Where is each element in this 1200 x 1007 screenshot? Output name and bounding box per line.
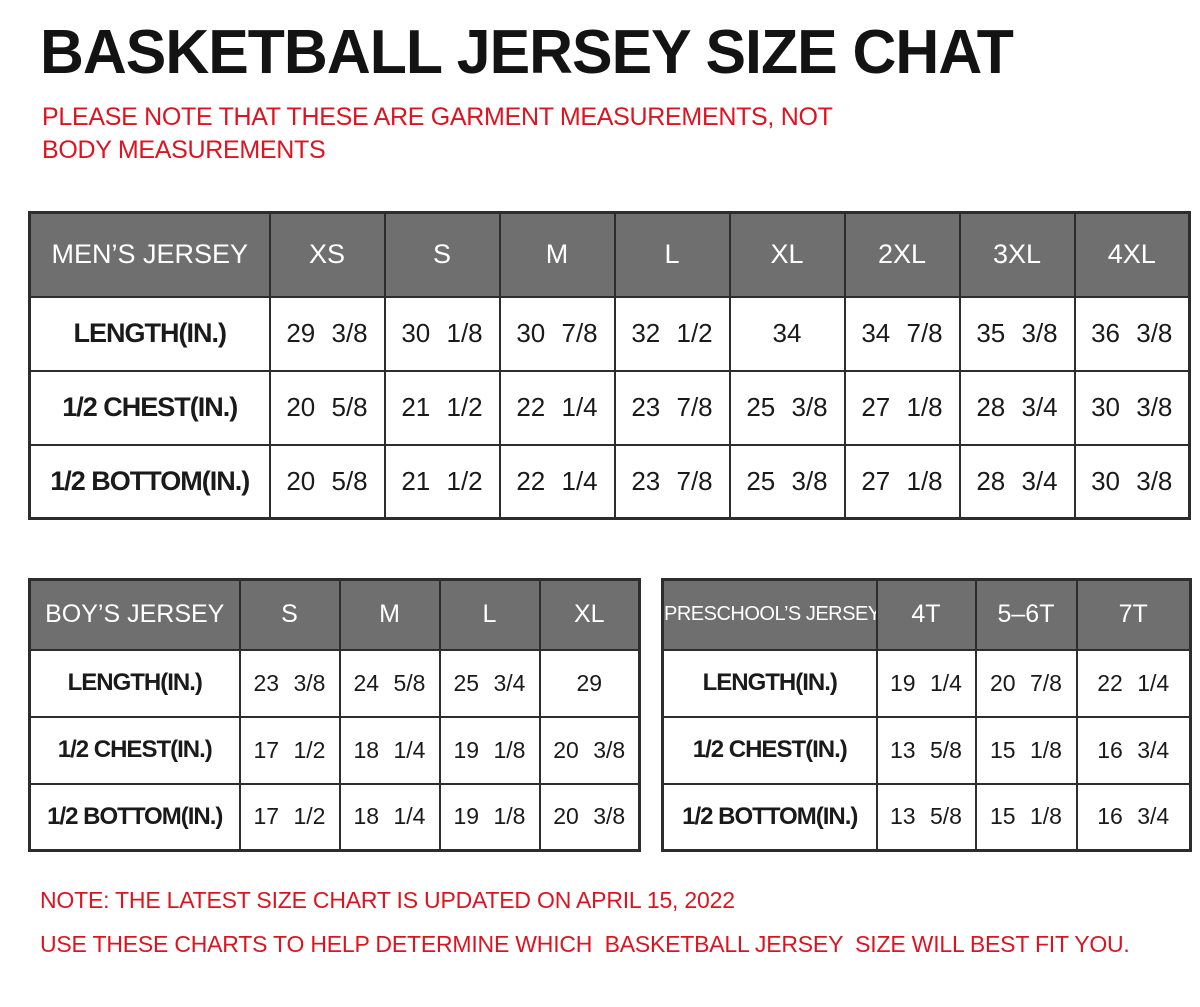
- table-title-cell: BOY’S JERSEY: [28, 578, 241, 651]
- measurement-value-cell: 22 1/4: [498, 443, 616, 520]
- preschool-jersey-table: PRESCHOOL’S JERSEY 4T 5–6T 7T LENGTH(IN.) 19 …: [661, 578, 1192, 852]
- measurement-value-cell: 35 3/8: [958, 295, 1076, 372]
- measurement-value-cell: 32 1/2: [613, 295, 731, 372]
- measurement-value-cell: 28 3/4: [958, 369, 1076, 446]
- size-label-cell: M: [338, 578, 441, 651]
- size-label-cell: L: [613, 211, 731, 298]
- measurement-value-cell: 13 5/8: [875, 715, 977, 785]
- measurement-row: 1/2 BOTTOM(IN.) 17 1/2 18 1/4 19 1/8 20 3/8: [28, 782, 641, 852]
- measurement-value-cell: 34 7/8: [843, 295, 961, 372]
- measurement-value-cell: 15 1/8: [974, 782, 1078, 852]
- size-label-cell: 3XL: [958, 211, 1076, 298]
- size-label-cell: L: [438, 578, 541, 651]
- size-label-cell: S: [238, 578, 341, 651]
- measurement-row: LENGTH(IN.) 23 3/8 24 5/8 25 3/4 29: [28, 648, 641, 718]
- size-label-cell: 4T: [875, 578, 977, 651]
- size-label-cell: 5–6T: [974, 578, 1078, 651]
- measurement-value-cell: 20 3/8: [538, 715, 641, 785]
- row-label-cell: 1/2 BOTTOM(IN.): [28, 782, 241, 852]
- measurement-value-cell: 29 3/8: [268, 295, 386, 372]
- measurement-value-cell: 25 3/8: [728, 443, 846, 520]
- measurement-value-cell: 30 3/8: [1073, 369, 1191, 446]
- measurement-row: 1/2 BOTTOM(IN.) 20 5/8 21 1/2 22 1/4 23 7/8 2…: [28, 443, 1191, 520]
- measurement-value-cell: 27 1/8: [843, 443, 961, 520]
- size-label-cell: 4XL: [1073, 211, 1191, 298]
- size-label-cell: XL: [538, 578, 641, 651]
- measurement-row: LENGTH(IN.) 29 3/8 30 1/8 30 7/8 32 1/2 34 34 …: [28, 295, 1191, 372]
- measurement-value-cell: 20 5/8: [268, 369, 386, 446]
- size-label-cell: 7T: [1075, 578, 1192, 651]
- measurement-value-cell: 28 3/4: [958, 443, 1076, 520]
- table-title-cell: PRESCHOOL’S JERSEY: [661, 578, 878, 651]
- measurement-value-cell: 20 5/8: [268, 443, 386, 520]
- measurement-value-cell: 30 3/8: [1073, 443, 1191, 520]
- measurement-row: 1/2 CHEST(IN.) 17 1/2 18 1/4 19 1/8 20 3/8: [28, 715, 641, 785]
- row-label-cell: LENGTH(IN.): [28, 295, 271, 372]
- size-header-row: BOY’S JERSEY S M L XL: [28, 578, 641, 651]
- measurement-value-cell: 27 1/8: [843, 369, 961, 446]
- measurement-value-cell: 30 7/8: [498, 295, 616, 372]
- measurement-value-cell: 29: [538, 648, 641, 718]
- measurement-value-cell: 19 1/8: [438, 715, 541, 785]
- page-title: BASKETBALL JERSEY SIZE CHAT: [40, 18, 1014, 87]
- measurement-value-cell: 17 1/2: [238, 715, 341, 785]
- child-size-tables-row: BOY’S JERSEY S M L XL LENGTH(IN.) 23 3/8 24 5/8…: [28, 578, 1200, 852]
- measurement-value-cell: 23 7/8: [613, 443, 731, 520]
- measurement-value-cell: 16 3/4: [1075, 782, 1192, 852]
- measurement-value-cell: 36 3/8: [1073, 295, 1191, 372]
- measurement-value-cell: 17 1/2: [238, 782, 341, 852]
- size-header-row: PRESCHOOL’S JERSEY 4T 5–6T 7T: [661, 578, 1192, 651]
- row-label-cell: LENGTH(IN.): [28, 648, 241, 718]
- measurement-row: LENGTH(IN.) 19 1/4 20 7/8 22 1/4: [661, 648, 1192, 718]
- row-label-cell: 1/2 CHEST(IN.): [28, 715, 241, 785]
- measurement-row: 1/2 CHEST(IN.) 13 5/8 15 1/8 16 3/4: [661, 715, 1192, 785]
- row-label-cell: 1/2 CHEST(IN.): [28, 369, 271, 446]
- measurement-value-cell: 18 1/4: [338, 715, 441, 785]
- row-label-cell: LENGTH(IN.): [661, 648, 878, 718]
- measurement-value-cell: 18 1/4: [338, 782, 441, 852]
- measurement-row: 1/2 BOTTOM(IN.) 13 5/8 15 1/8 16 3/4: [661, 782, 1192, 852]
- measurement-value-cell: 19 1/8: [438, 782, 541, 852]
- measurement-value-cell: 24 5/8: [338, 648, 441, 718]
- measurement-value-cell: 15 1/8: [974, 715, 1078, 785]
- measurement-value-cell: 20 3/8: [538, 782, 641, 852]
- measurement-value-cell: 23 7/8: [613, 369, 731, 446]
- measurement-value-cell: 25 3/8: [728, 369, 846, 446]
- measurement-value-cell: 16 3/4: [1075, 715, 1192, 785]
- usage-note: USE THESE CHARTS TO HELP DETERMINE WHICH…: [40, 931, 1130, 957]
- measurement-value-cell: 21 1/2: [383, 369, 501, 446]
- page-footer: NOTE: THE LATEST SIZE CHART IS UPDATED O…: [40, 887, 1200, 958]
- measurement-value-cell: 22 1/4: [498, 369, 616, 446]
- measurement-value-cell: 23 3/8: [238, 648, 341, 718]
- size-chart-page: BASKETBALL JERSEY SIZE CHAT PLEASE NOTE …: [0, 22, 1200, 1007]
- measurement-value-cell: 20 7/8: [974, 648, 1078, 718]
- size-label-cell: M: [498, 211, 616, 298]
- table-title-cell: MEN’S JERSEY: [28, 211, 271, 298]
- measurement-value-cell: 25 3/4: [438, 648, 541, 718]
- measurement-value-cell: 22 1/4: [1075, 648, 1192, 718]
- measurement-value-cell: 30 1/8: [383, 295, 501, 372]
- measurement-row: 1/2 CHEST(IN.) 20 5/8 21 1/2 22 1/4 23 7/8 25…: [28, 369, 1191, 446]
- size-label-cell: 2XL: [843, 211, 961, 298]
- boys-jersey-table: BOY’S JERSEY S M L XL LENGTH(IN.) 23 3/8 24 5/8…: [28, 578, 641, 852]
- measurement-value-cell: 21 1/2: [383, 443, 501, 520]
- row-label-cell: 1/2 BOTTOM(IN.): [661, 782, 878, 852]
- row-label-cell: 1/2 CHEST(IN.): [661, 715, 878, 785]
- garment-measurement-note: PLEASE NOTE THAT THESE ARE GARMENT MEASU…: [42, 103, 833, 164]
- update-date-note: NOTE: THE LATEST SIZE CHART IS UPDATED O…: [40, 887, 735, 913]
- size-header-row: MEN’S JERSEY XS S M L XL 2XL 3XL 4XL: [28, 211, 1191, 298]
- row-label-cell: 1/2 BOTTOM(IN.): [28, 443, 271, 520]
- size-label-cell: XS: [268, 211, 386, 298]
- measurement-value-cell: 34: [728, 295, 846, 372]
- size-tables: MEN’S JERSEY XS S M L XL 2XL 3XL 4XL LENGTH(IN.) 2…: [0, 211, 1200, 852]
- mens-jersey-table: MEN’S JERSEY XS S M L XL 2XL 3XL 4XL LENGTH(IN.) 2…: [28, 211, 1191, 520]
- size-label-cell: S: [383, 211, 501, 298]
- measurement-value-cell: 13 5/8: [875, 782, 977, 852]
- size-label-cell: XL: [728, 211, 846, 298]
- page-header: BASKETBALL JERSEY SIZE CHAT PLEASE NOTE …: [0, 22, 1200, 167]
- measurement-value-cell: 19 1/4: [875, 648, 977, 718]
